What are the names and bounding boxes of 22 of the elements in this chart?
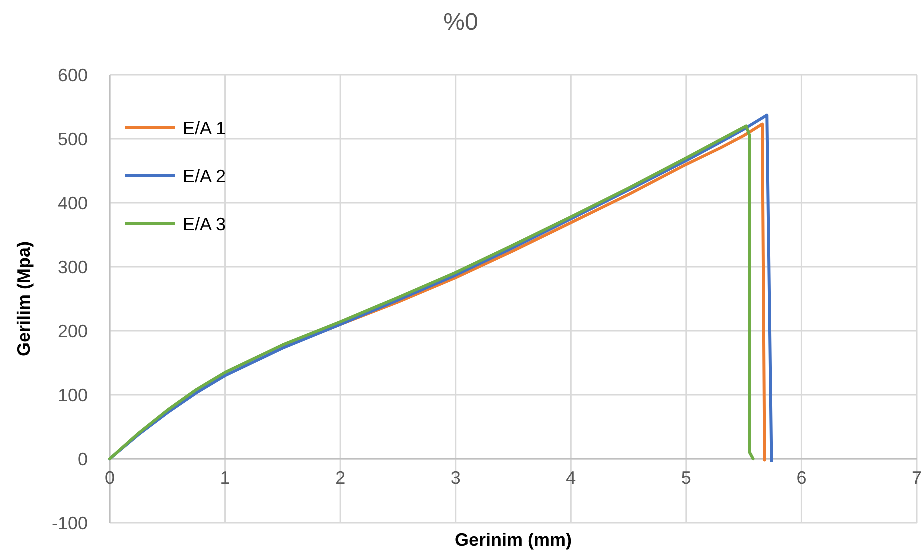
y-tick-label: 100: [58, 385, 88, 406]
x-tick-label: 4: [566, 468, 576, 488]
x-tick-label: 3: [450, 468, 461, 488]
x-axis-title: Gerinim (mm): [454, 530, 572, 550]
x-tick-label: 1: [220, 468, 230, 488]
y-tick-label: 600: [58, 65, 88, 86]
y-tick-label: 300: [58, 257, 88, 278]
x-tick-label: 0: [104, 468, 116, 488]
y-tick-label: 0: [78, 449, 88, 470]
x-tick-label: 5: [681, 468, 692, 488]
y-tick-label: 500: [58, 129, 88, 150]
y-tick-label: -100: [52, 513, 88, 534]
y-tick-label: 400: [58, 193, 88, 214]
legend-label: E/A 3: [183, 214, 226, 234]
x-tick-label: 2: [336, 468, 346, 488]
x-tick-label: 7: [912, 468, 922, 488]
legend-label: E/A 2: [183, 166, 226, 186]
y-tick-label: 200: [58, 321, 88, 342]
x-tick-label: 6: [796, 468, 807, 488]
chart-title: %0: [444, 9, 478, 36]
legend-label: E/A 1: [183, 118, 226, 138]
y-axis-title: Gerilim (Mpa): [14, 241, 34, 357]
